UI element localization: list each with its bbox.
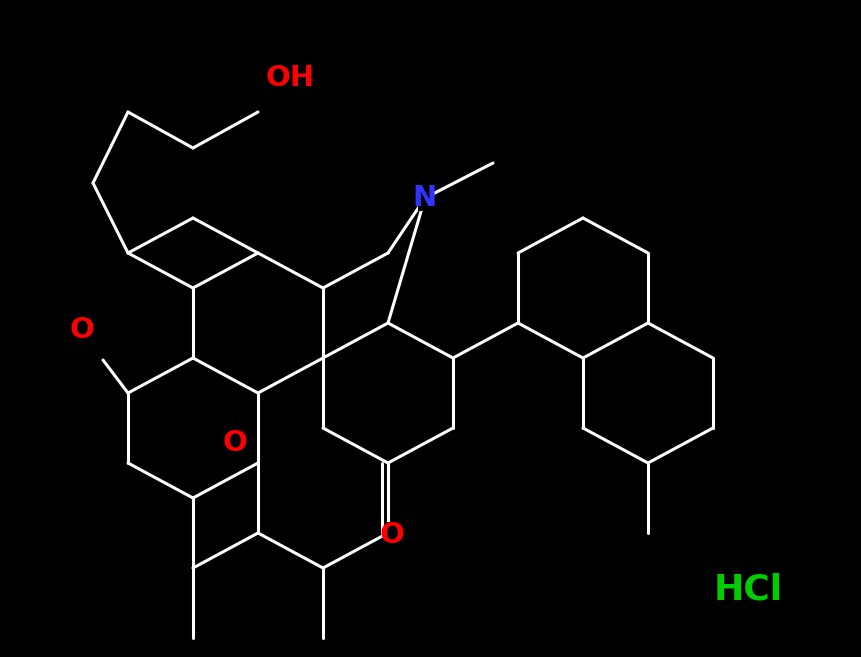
FancyBboxPatch shape [228, 430, 242, 456]
Text: HCl: HCl [713, 573, 782, 607]
FancyBboxPatch shape [385, 522, 399, 548]
Text: O: O [70, 316, 95, 344]
FancyBboxPatch shape [418, 185, 431, 211]
Text: OH: OH [265, 64, 314, 92]
Text: O: O [379, 521, 404, 549]
Text: N: N [412, 184, 437, 212]
FancyBboxPatch shape [276, 65, 304, 91]
FancyBboxPatch shape [726, 577, 768, 603]
Text: O: O [222, 429, 247, 457]
FancyBboxPatch shape [75, 317, 89, 343]
